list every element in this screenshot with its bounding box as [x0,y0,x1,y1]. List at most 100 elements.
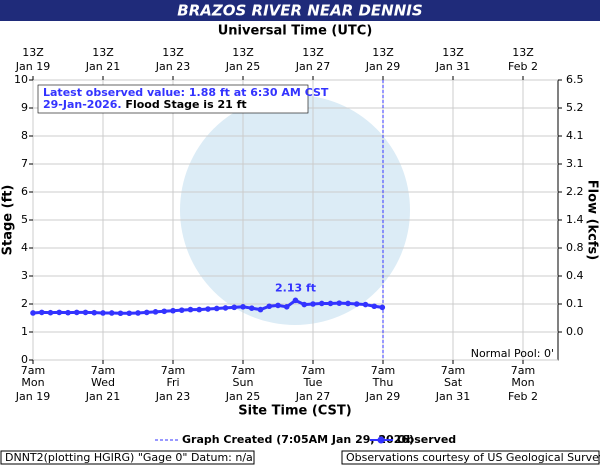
x-tick-label: Jan 21 [85,390,120,403]
footer-right: Observations courtesy of US Geological S… [346,451,600,464]
y-tick-label: 1 [21,325,28,338]
x-tick-time: 7am [301,364,325,377]
x-tick-weekday: Sat [444,376,463,389]
x2-tick-label: Jan 29 [365,60,400,73]
data-point [283,304,290,310]
data-point [327,300,334,307]
data-point [257,306,264,313]
y-tick-label: 4 [21,241,28,254]
legend-observed-marker [377,436,385,444]
x-tick-label: Feb 2 [508,390,538,403]
data-point [161,308,168,315]
y2-tick-label: 0.1 [566,297,584,310]
x2-tick-label: Jan 19 [15,60,50,73]
y2-tick-label: 1.4 [566,213,584,226]
data-point [187,306,194,313]
y-tick-label: 9 [21,101,28,114]
y2-tick-label: 4.1 [566,129,584,142]
x2-tick-time: 13Z [512,46,534,59]
y-tick-label: 0 [21,353,28,366]
x-tick-weekday: Wed [91,376,115,389]
footer-box [0,450,255,465]
data-point [170,307,176,314]
data-point [196,306,203,313]
y-tick-label: 3 [21,269,28,282]
x2-tick-label: Jan 27 [295,60,330,73]
y-axis-label: Stage (ft) [1,185,16,256]
data-point [108,310,115,316]
x-tick-label: Jan 27 [295,390,330,403]
y2-tick-label: 0.4 [566,269,584,282]
data-point [152,309,159,315]
data-point [353,301,360,307]
data-point [135,310,141,316]
data-point [213,305,220,312]
y-tick-label: 8 [21,129,28,142]
x-tick-time: 7am [511,364,535,377]
y-tick-label: 6 [21,185,28,198]
data-point [73,309,80,316]
info-text: Latest observed value: 1.88 ft at 6:30 A… [43,86,329,99]
top-axis-label: Universal Time (UTC) [218,24,373,39]
x-tick-label: Jan 25 [225,390,260,403]
data-point [301,301,308,308]
x-tick-weekday: Tue [303,376,323,389]
data-point [292,297,299,304]
data-point [205,306,211,312]
normal-pool: Normal Pool: 0' [471,347,554,360]
x2-tick-time: 13Z [372,46,394,59]
x2-tick-time: 13Z [92,46,114,59]
data-point [240,304,246,310]
x-tick-time: 7am [21,364,45,377]
peak-label: 2.13 ft [275,281,316,294]
info-text: 29-Jan-2026. Flood Stage is 21 ft [43,98,247,111]
x2-tick-label: Feb 2 [508,60,538,73]
data-point [222,305,229,311]
data-point [65,309,71,316]
x-tick-label: Jan 19 [15,390,50,403]
y2-tick-label: 2.2 [566,185,584,198]
x-axis-label: Site Time (CST) [238,404,351,419]
y-tick-label: 10 [14,73,28,86]
x2-tick-label: Jan 23 [155,60,190,73]
data-point [266,303,273,310]
data-point [91,309,98,316]
title-bar [0,0,600,21]
x-tick-weekday: Mon [511,376,534,389]
x-tick-label: Jan 31 [435,390,470,403]
x-tick-time: 7am [231,364,255,377]
x-tick-label: Jan 29 [365,390,400,403]
data-point [56,309,63,316]
data-point [362,301,369,308]
y-tick-label: 5 [21,213,28,226]
data-point [231,304,238,311]
info-date: 29-Jan-2026. [43,98,122,111]
y2-tick-label: 0.8 [566,241,584,254]
y2-tick-label: 3.1 [566,157,584,170]
data-point [82,309,89,316]
x2-tick-label: Jan 21 [85,60,120,73]
data-point [143,309,150,316]
x-tick-time: 7am [91,364,115,377]
x-tick-time: 7am [441,364,465,377]
legend-label: Observed [397,433,456,446]
x2-tick-time: 13Z [232,46,254,59]
data-point [100,310,106,316]
x-tick-weekday: Fri [166,376,179,389]
x-tick-time: 7am [371,364,395,377]
x2-tick-time: 13Z [22,46,44,59]
x-tick-label: Jan 23 [155,390,190,403]
y2-tick-label: 0.0 [566,325,584,338]
watermark [180,95,410,325]
info-box [37,84,309,114]
y2-tick-label: 6.5 [566,73,584,86]
footer-left: DNNT2(plotting HGIRG) "Gage 0" Datum: n/… [5,451,253,464]
x-tick-weekday: Mon [21,376,44,389]
footer-box [341,450,600,465]
x-tick-weekday: Thu [372,376,394,389]
data-point [275,302,281,309]
data-point [318,300,325,307]
data-point [47,309,54,316]
info-flood: Flood Stage is 21 ft [122,98,247,111]
